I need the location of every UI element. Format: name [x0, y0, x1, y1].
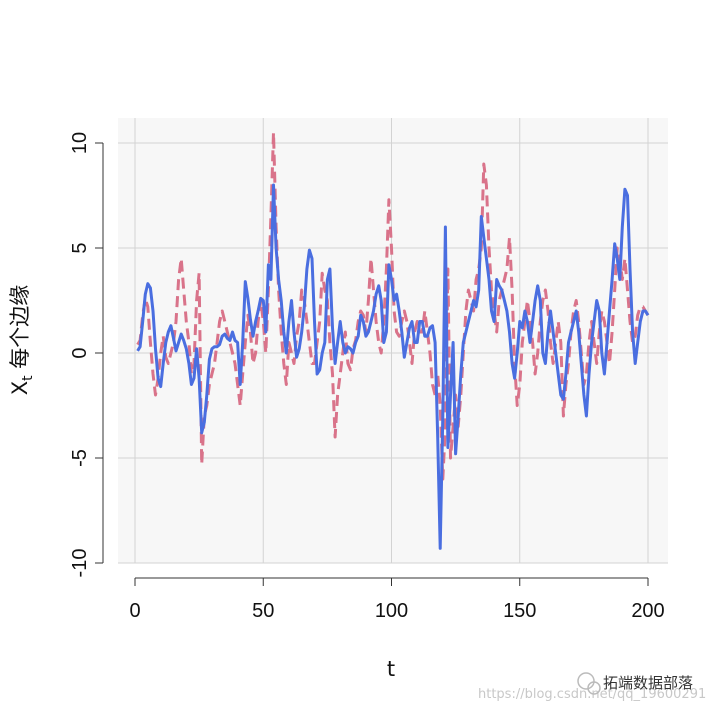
- y-axis-title-rest: 每个边缘: [8, 285, 32, 376]
- wechat-logo-icon: [577, 672, 601, 695]
- axes: 0 50 100 150 200 -10 -5 0 5 10: [69, 132, 665, 622]
- y-axis-title-main: X: [8, 381, 32, 395]
- watermark: https://blog.csdn.net/qq_19600291 拓端数据部落: [478, 672, 706, 702]
- plot-background: [118, 118, 668, 563]
- x-tick-label: 50: [252, 600, 274, 622]
- y-tick-label: -10: [69, 549, 91, 578]
- y-tick-label: 5: [69, 242, 91, 253]
- watermark-url: https://blog.csdn.net/qq_19600291: [478, 687, 706, 702]
- x-tick-label: 100: [375, 600, 408, 622]
- y-axis-title: Xt 每个边缘: [8, 285, 36, 396]
- watermark-brand: 拓端数据部落: [603, 674, 693, 692]
- x-tick-label: 150: [503, 600, 536, 622]
- x-tick-label: 0: [129, 600, 140, 622]
- y-axis-title-subscript: t: [20, 375, 36, 381]
- y-tick-label: -5: [69, 449, 91, 467]
- axis-labels: tXt 每个边缘: [8, 285, 395, 681]
- y-tick-label: 10: [69, 132, 91, 154]
- x-axis-title: t: [387, 657, 395, 681]
- x-tick-label: 200: [631, 600, 664, 622]
- series-line-solid: [136, 183, 650, 550]
- y-tick-label: 0: [69, 347, 91, 358]
- series-layer: [136, 131, 650, 550]
